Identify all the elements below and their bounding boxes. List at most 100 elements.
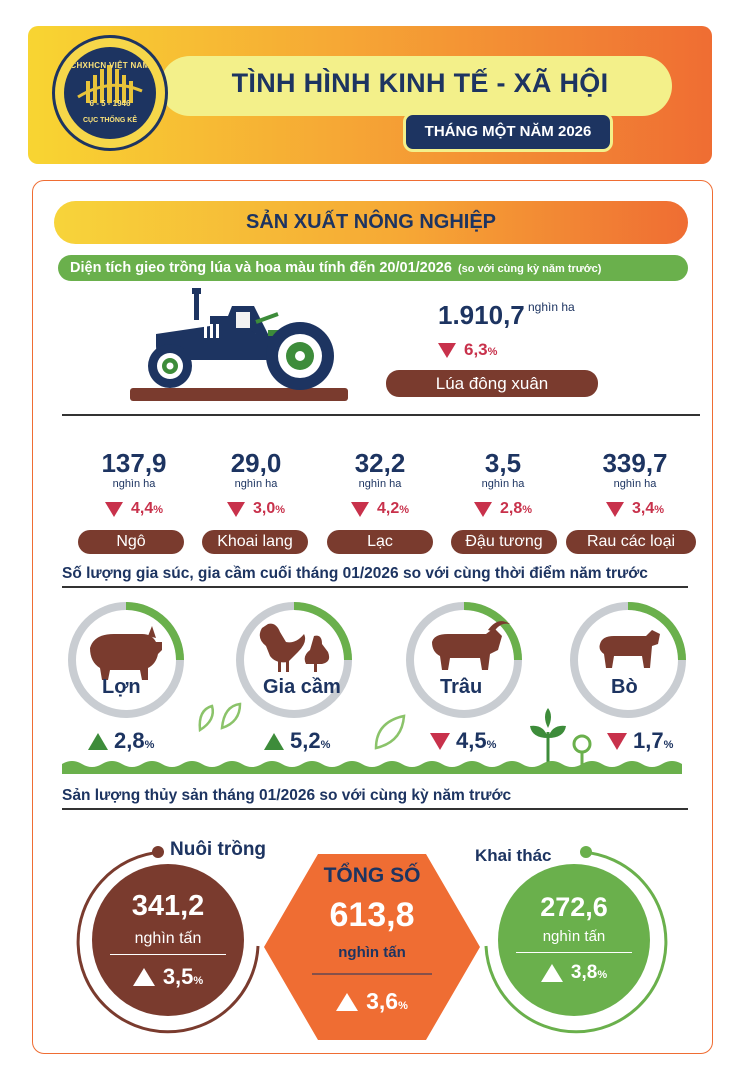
up-arrow-icon — [88, 732, 108, 750]
cow-circle — [566, 598, 690, 722]
down-arrow-icon — [607, 732, 627, 750]
crop-label-khoai-lang: Khoai lang — [202, 530, 308, 554]
change-value: 1,7 — [633, 728, 664, 753]
down-arrow-icon — [605, 501, 624, 517]
capture-unit: nghìn tấn — [542, 928, 606, 945]
crop-label-dau-tuong: Đậu tương — [451, 530, 557, 554]
crop-change-value: 4,2 — [376, 500, 400, 517]
poultry-circle — [232, 598, 356, 722]
logo-bottom-text: CỤC THỐNG KÊ — [82, 117, 138, 124]
capture-circle: 272,6 nghìn tấn 3,8% — [498, 864, 650, 1016]
crop-unit: nghìn ha — [234, 478, 278, 490]
change-value: 3,6 — [366, 988, 399, 1014]
livestock-change-lon: 2,8% — [88, 728, 154, 754]
logo-chart-icon — [77, 65, 143, 103]
rice-change-pct: % — [487, 346, 498, 358]
crop-item: 339,7 nghìn ha 3,4% — [572, 448, 698, 518]
change-pct: % — [144, 739, 155, 751]
aquaculture-circle: 341,2 nghìn tấn 3,5% — [92, 864, 244, 1016]
total-change: 3,6% — [262, 988, 482, 1015]
down-arrow-icon — [104, 501, 123, 517]
down-arrow-icon — [226, 501, 245, 517]
logo-date-text: 6 - 5 - 1946 — [89, 99, 131, 108]
crop-change-value: 2,8 — [499, 500, 523, 517]
divider — [62, 414, 700, 416]
change-pct: % — [398, 1000, 408, 1012]
logo-inner: CHXHCN VIỆT NAM 6 - 5 - 1946 CỤC THỐNG K… — [64, 47, 156, 139]
rice-value: 1.910,7 — [438, 300, 525, 330]
gso-logo: CHXHCN VIỆT NAM 6 - 5 - 1946 CỤC THỐNG K… — [52, 35, 168, 151]
rice-label: Lúa đông xuân — [386, 370, 598, 397]
change-value: 5,2 — [290, 728, 321, 753]
change-value: 3,5 — [162, 964, 194, 989]
livestock-change-trau: 4,5% — [430, 728, 496, 754]
crop-value: 3,5 — [484, 448, 522, 478]
crop-unit: nghìn ha — [358, 478, 402, 490]
crop-label-rau: Rau các loại — [566, 530, 696, 554]
crop-change-value: 3,4 — [631, 500, 655, 517]
crop-change-pct: % — [275, 504, 286, 516]
page-subtitle: THÁNG MỘT NĂM 2026 — [403, 112, 613, 152]
crop-value: 339,7 — [602, 448, 668, 478]
leaf-icon — [198, 702, 242, 733]
change-pct: % — [597, 969, 608, 981]
aquaculture-ring — [76, 846, 260, 1034]
planting-title-bar: Diện tích gieo trồng lúa và hoa màu tính… — [58, 255, 688, 281]
crop-change: 3,0% — [193, 500, 319, 518]
capture-label: Khai thác — [475, 846, 552, 865]
crop-change: 2,8% — [440, 500, 566, 518]
tractor-icon — [130, 288, 348, 401]
capture-change: 3,8% — [498, 962, 650, 984]
aquaculture-unit: nghìn tấn — [134, 930, 202, 947]
crop-change-pct: % — [654, 504, 665, 516]
crop-unit: nghìn ha — [481, 478, 525, 490]
crop-change: 4,4% — [71, 500, 197, 518]
change-pct: % — [663, 739, 674, 751]
crop-change: 3,4% — [572, 500, 698, 518]
crop-item: 137,9 nghìn ha 4,4% — [71, 448, 197, 518]
section-title-agriculture: SẢN XUẤT NÔNG NGHIỆP — [54, 201, 688, 244]
down-arrow-icon — [430, 732, 450, 750]
crop-change-value: 3,0 — [252, 500, 276, 517]
crop-change: 4,2% — [317, 500, 443, 518]
buffalo-icon — [406, 602, 522, 718]
leaf-icon — [374, 714, 406, 750]
livestock-change-bo: 1,7% — [607, 728, 673, 754]
planting-note: (so với cùng kỳ năm trước) — [457, 263, 602, 275]
aquaculture-divider — [110, 954, 226, 955]
divider — [62, 586, 688, 588]
crop-change-value: 4,4 — [130, 500, 154, 517]
change-pct: % — [193, 975, 204, 987]
animal-label-gia-cam: Gia cầm — [263, 676, 341, 698]
buffalo-circle — [402, 598, 526, 722]
crop-change-pct: % — [522, 504, 533, 516]
down-arrow-icon — [438, 342, 456, 358]
poultry-icon — [236, 602, 352, 718]
animal-label-bo: Bò — [611, 676, 638, 698]
divider — [62, 808, 688, 810]
crop-change-pct: % — [399, 504, 410, 516]
crop-unit: nghìn ha — [613, 478, 657, 490]
animal-label-lon: Lợn — [102, 676, 141, 698]
crop-value: 29,0 — [230, 448, 282, 478]
capture-ring — [484, 846, 668, 1034]
change-value: 3,8 — [570, 962, 598, 983]
livestock-title: Số lượng gia súc, gia cầm cuối tháng 01/… — [62, 565, 648, 582]
crop-change-pct: % — [153, 504, 164, 516]
change-value: 4,5 — [456, 728, 487, 753]
livestock-change-gia-cam: 5,2% — [264, 728, 330, 754]
total-hexagon — [264, 854, 480, 1040]
change-pct: % — [320, 739, 331, 751]
capture-divider — [516, 952, 632, 953]
change-pct: % — [486, 739, 497, 751]
header-title-box — [160, 56, 672, 116]
cow-icon — [570, 602, 686, 718]
crop-unit: nghìn ha — [112, 478, 156, 490]
aquaculture-label: Nuôi trồng — [170, 839, 267, 860]
crop-item: 32,2 nghìn ha 4,2% — [317, 448, 443, 518]
fishery-title: Sản lượng thủy sản tháng 01/2026 so với … — [62, 787, 512, 804]
total-unit: nghìn tấn — [338, 944, 406, 961]
crop-item: 29,0 nghìn ha 3,0% — [193, 448, 319, 518]
rice-change-value: 6,3 — [464, 340, 488, 359]
crop-value: 137,9 — [101, 448, 167, 478]
